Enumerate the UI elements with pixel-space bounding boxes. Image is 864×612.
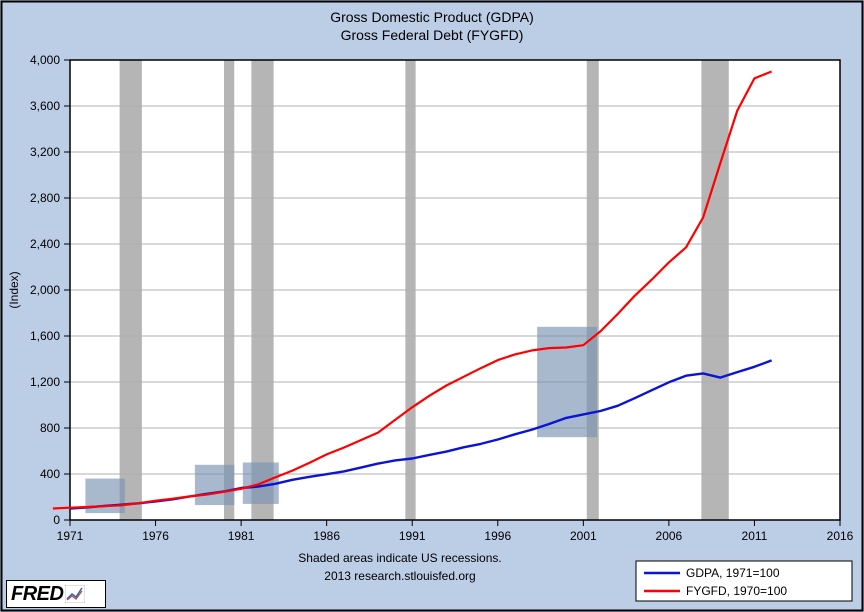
y-tick-label: 3,600 xyxy=(30,99,60,113)
chart-title-line2: Gross Federal Debt (FYGFD) xyxy=(341,27,524,43)
chart-container: 0 400 800 1,200 1,600 2,000 2,400 2,800 3,200 3,6… xyxy=(0,0,864,612)
x-tick-label: 2001 xyxy=(570,529,597,543)
y-tick-label: 2,800 xyxy=(30,191,60,205)
highlight-box xyxy=(537,327,597,437)
highlight-box xyxy=(195,465,234,505)
x-tick-label: 1991 xyxy=(399,529,426,543)
x-tick-label: 1971 xyxy=(57,529,84,543)
y-tick-label: 4,000 xyxy=(30,53,60,67)
footer-line1: Shaded areas indicate US recessions. xyxy=(298,551,501,565)
y-tick-label: 1,600 xyxy=(30,329,60,343)
y-tick-label: 3,200 xyxy=(30,145,60,159)
x-tick-label: 1981 xyxy=(228,529,255,543)
fred-logo-text: FRED xyxy=(11,583,63,606)
x-tick-label: 2006 xyxy=(656,529,683,543)
fred-logo: FRED xyxy=(6,580,106,608)
chart-title-line1: Gross Domestic Product (GDPA) xyxy=(330,9,534,25)
footer-line2: 2013 research.stlouisfed.org xyxy=(324,569,475,583)
y-tick-label: 0 xyxy=(53,513,60,527)
legend-label: FYGFD, 1970=100 xyxy=(686,584,787,598)
x-tick-label: 1976 xyxy=(142,529,169,543)
y-tick-label: 1,200 xyxy=(30,375,60,389)
x-tick-label: 2016 xyxy=(827,529,854,543)
y-axis-label: (Index) xyxy=(7,271,21,308)
fred-logo-chart-icon xyxy=(65,585,85,603)
chart-svg: 0 400 800 1,200 1,600 2,000 2,400 2,800 3,200 3,6… xyxy=(0,0,864,612)
legend-label: GDPA, 1971=100 xyxy=(686,566,780,580)
x-tick-label: 1996 xyxy=(484,529,511,543)
y-tick-label: 2,400 xyxy=(30,237,60,251)
x-tick-label: 1986 xyxy=(313,529,340,543)
y-tick-label: 800 xyxy=(40,421,60,435)
y-tick-label: 400 xyxy=(40,467,60,481)
x-tick-label: 2011 xyxy=(742,529,768,543)
y-tick-label: 2,000 xyxy=(30,283,60,297)
